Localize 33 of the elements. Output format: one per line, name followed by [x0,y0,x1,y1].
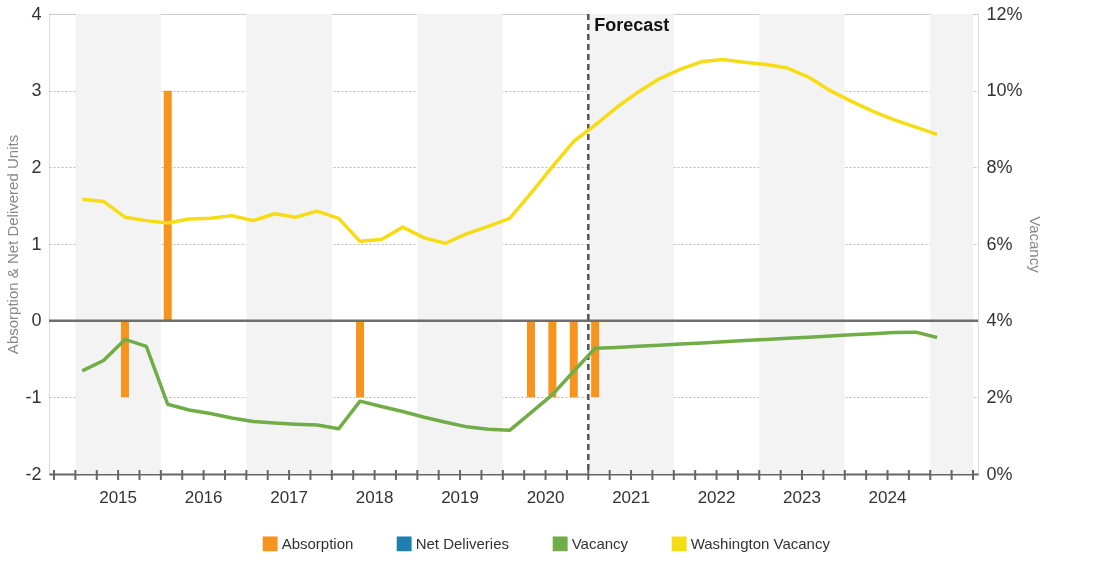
x-tick-label: 2020 [526,488,565,507]
x-tick-label: 2024 [868,488,907,507]
y-tick-label: 1 [31,233,42,254]
y-tick-label: 3 [31,80,42,101]
y-tick-label: -1 [25,386,42,407]
x-tick-label: 2015 [99,488,138,507]
y2-tick-label: 2% [986,386,1013,407]
x-tick-label: 2016 [184,488,223,507]
y-tick-label: 4 [31,3,42,24]
line-series [80,57,939,245]
legend-label: Net Deliveries [415,534,510,552]
y2-tick-label: 0% [986,463,1013,484]
y-tick-label: 2 [31,156,42,177]
legend-label: Vacancy [571,534,629,552]
y2-tick-label: 6% [986,233,1013,254]
ref-line-label: Forecast [594,15,670,35]
legend-label: Absorption [281,534,354,552]
x-tick-label: 2021 [612,488,650,507]
y2-axis-title: Vacancy [1026,216,1044,274]
y-tick-label: 0 [31,310,42,331]
legend-label: Washington Vacancy [690,534,831,552]
x-tick-label: 2022 [697,488,736,507]
line-series [80,330,939,433]
y2-tick-label: 4% [986,310,1013,331]
y2-tick-label: 12% [986,3,1023,24]
x-tick-label: 2023 [783,488,821,507]
y2-tick-label: 8% [986,156,1013,177]
y2-tick-label: 10% [986,80,1023,101]
x-tick-label: 2017 [270,488,309,507]
y-tick-label: -2 [25,463,42,484]
x-tick-label: 2019 [441,488,479,507]
y-axis-title: Absorption & Net Delivered Units [4,134,22,355]
x-tick-label: 2018 [355,488,394,507]
